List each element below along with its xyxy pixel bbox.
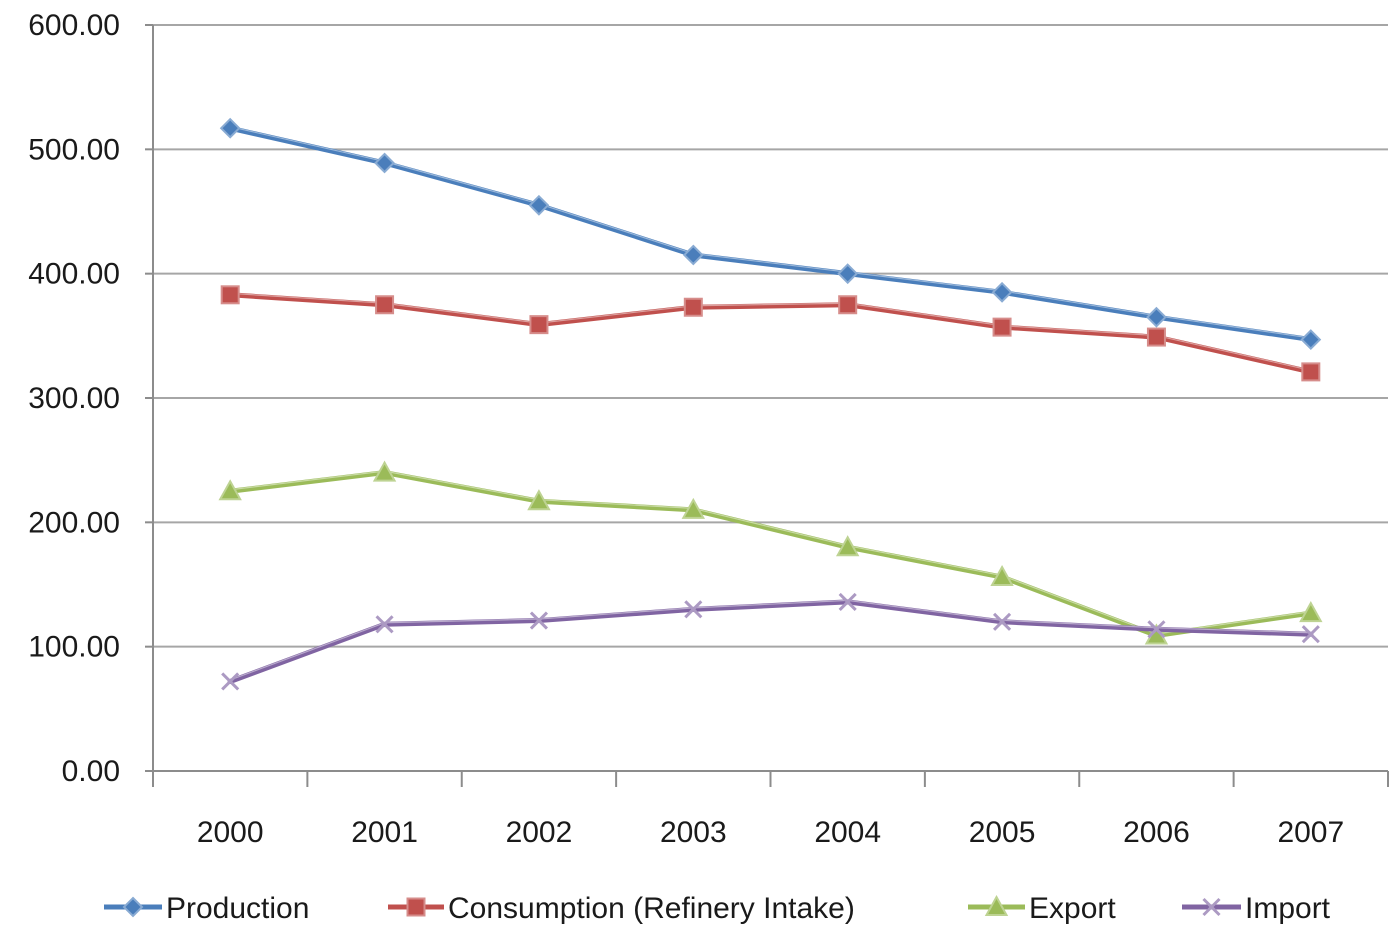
legend-label-import: Import — [1245, 892, 1331, 925]
data-point-production — [374, 152, 395, 174]
data-point-import — [529, 611, 548, 630]
legend-label-consumption-refinery-intake: Consumption (Refinery Intake) — [448, 892, 855, 925]
data-point-import — [993, 612, 1012, 631]
legend-item-production: Production — [104, 892, 309, 925]
data-point-production — [1146, 306, 1167, 328]
x-tick-label: 2005 — [969, 816, 1036, 849]
legend-marker-import-stroke — [1202, 897, 1221, 917]
data-point-import-stroke — [684, 600, 703, 619]
data-point-export — [372, 460, 397, 482]
data-point-export — [1299, 601, 1323, 623]
series-production — [219, 117, 1322, 350]
data-point-production — [991, 281, 1013, 303]
series-import — [221, 592, 1320, 691]
legend-item-consumption-refinery-intake: Consumption (Refinery Intake) — [388, 892, 855, 925]
legend-marker-consumption-refinery-intake — [406, 897, 426, 917]
y-tick-label: 500.00 — [28, 133, 120, 166]
x-tick-label: 2002 — [506, 816, 573, 849]
x-axis-tick-labels: 2000 2001 2002 2003 2004 2005 2006 2007 — [197, 816, 1344, 849]
y-tick-label: 100.00 — [28, 631, 120, 664]
data-point-import — [221, 672, 240, 691]
series-line-highlight-consumption-refinery-intake — [230, 292, 1311, 371]
legend-marker-production — [122, 896, 144, 918]
y-tick-label: 600.00 — [28, 9, 120, 42]
data-point-import — [1301, 625, 1320, 644]
data-point-import-stroke — [1147, 620, 1166, 639]
series-consumption-refinery-intake — [220, 285, 1321, 382]
legend-label-export: Export — [1029, 892, 1116, 925]
series-line-highlight-export — [230, 470, 1311, 635]
data-point-export — [681, 497, 706, 519]
x-tick-label: 2000 — [197, 816, 264, 849]
x-tick-label: 2007 — [1277, 816, 1344, 849]
legend-marker-import — [1202, 897, 1221, 917]
x-tick-label: 2003 — [660, 816, 727, 849]
data-point-consumption-refinery-intake — [683, 297, 703, 317]
legend: Production Consumption (Refinery Intake) E… — [104, 892, 1331, 925]
data-point-production — [1300, 329, 1322, 350]
data-point-import-stroke — [375, 615, 394, 634]
data-point-import-stroke — [529, 611, 548, 630]
series-line-export — [227, 470, 1314, 638]
data-point-production — [528, 194, 550, 216]
legend-item-import: Import — [1182, 892, 1331, 925]
data-point-consumption-refinery-intake — [1301, 362, 1321, 382]
y-tick-label: 300.00 — [28, 382, 120, 415]
data-point-export — [218, 479, 242, 501]
data-point-export — [990, 564, 1014, 587]
series-line-production — [227, 125, 1314, 343]
data-point-import-stroke — [838, 592, 857, 611]
data-point-import-stroke — [993, 612, 1012, 631]
series-lines — [218, 117, 1323, 691]
axes — [145, 24, 1389, 787]
data-point-production — [219, 117, 241, 139]
series-line-import — [227, 599, 1314, 684]
y-tick-label: 200.00 — [28, 506, 120, 539]
series-line-highlight-import — [229, 599, 1311, 681]
gridlines — [153, 24, 1388, 648]
data-point-export — [527, 489, 551, 511]
data-point-consumption-refinery-intake — [1146, 327, 1166, 347]
x-tick-label: 2006 — [1123, 816, 1190, 849]
data-point-import — [838, 592, 857, 611]
data-point-export — [835, 535, 860, 557]
series-line-highlight-production — [230, 126, 1311, 339]
data-point-consumption-refinery-intake — [838, 295, 858, 315]
y-axis-tick-labels: 0.00 100.00 200.00 300.00 400.00 500.00 600.00 — [28, 9, 120, 788]
data-point-production — [837, 263, 859, 285]
y-tick-label: 0.00 — [62, 755, 120, 788]
data-point-import — [375, 615, 394, 634]
x-tick-label: 2004 — [814, 816, 881, 849]
data-point-import — [1147, 620, 1166, 639]
y-tick-label: 400.00 — [28, 258, 120, 291]
series-line-consumption-refinery-intake — [227, 292, 1314, 375]
data-point-consumption-refinery-intake — [992, 317, 1012, 337]
data-point-import-stroke — [1301, 625, 1320, 644]
data-point-production — [682, 244, 704, 266]
data-point-import-stroke — [221, 672, 240, 691]
data-point-consumption-refinery-intake — [529, 315, 549, 335]
series-export — [218, 460, 1323, 645]
x-tick-label: 2001 — [351, 816, 418, 849]
data-point-consumption-refinery-intake — [375, 295, 395, 315]
data-point-consumption-refinery-intake — [220, 285, 240, 305]
legend-label-production: Production — [166, 892, 309, 925]
legend-item-export: Export — [968, 892, 1116, 925]
legend-marker-export — [984, 894, 1009, 916]
data-point-import — [684, 600, 703, 619]
